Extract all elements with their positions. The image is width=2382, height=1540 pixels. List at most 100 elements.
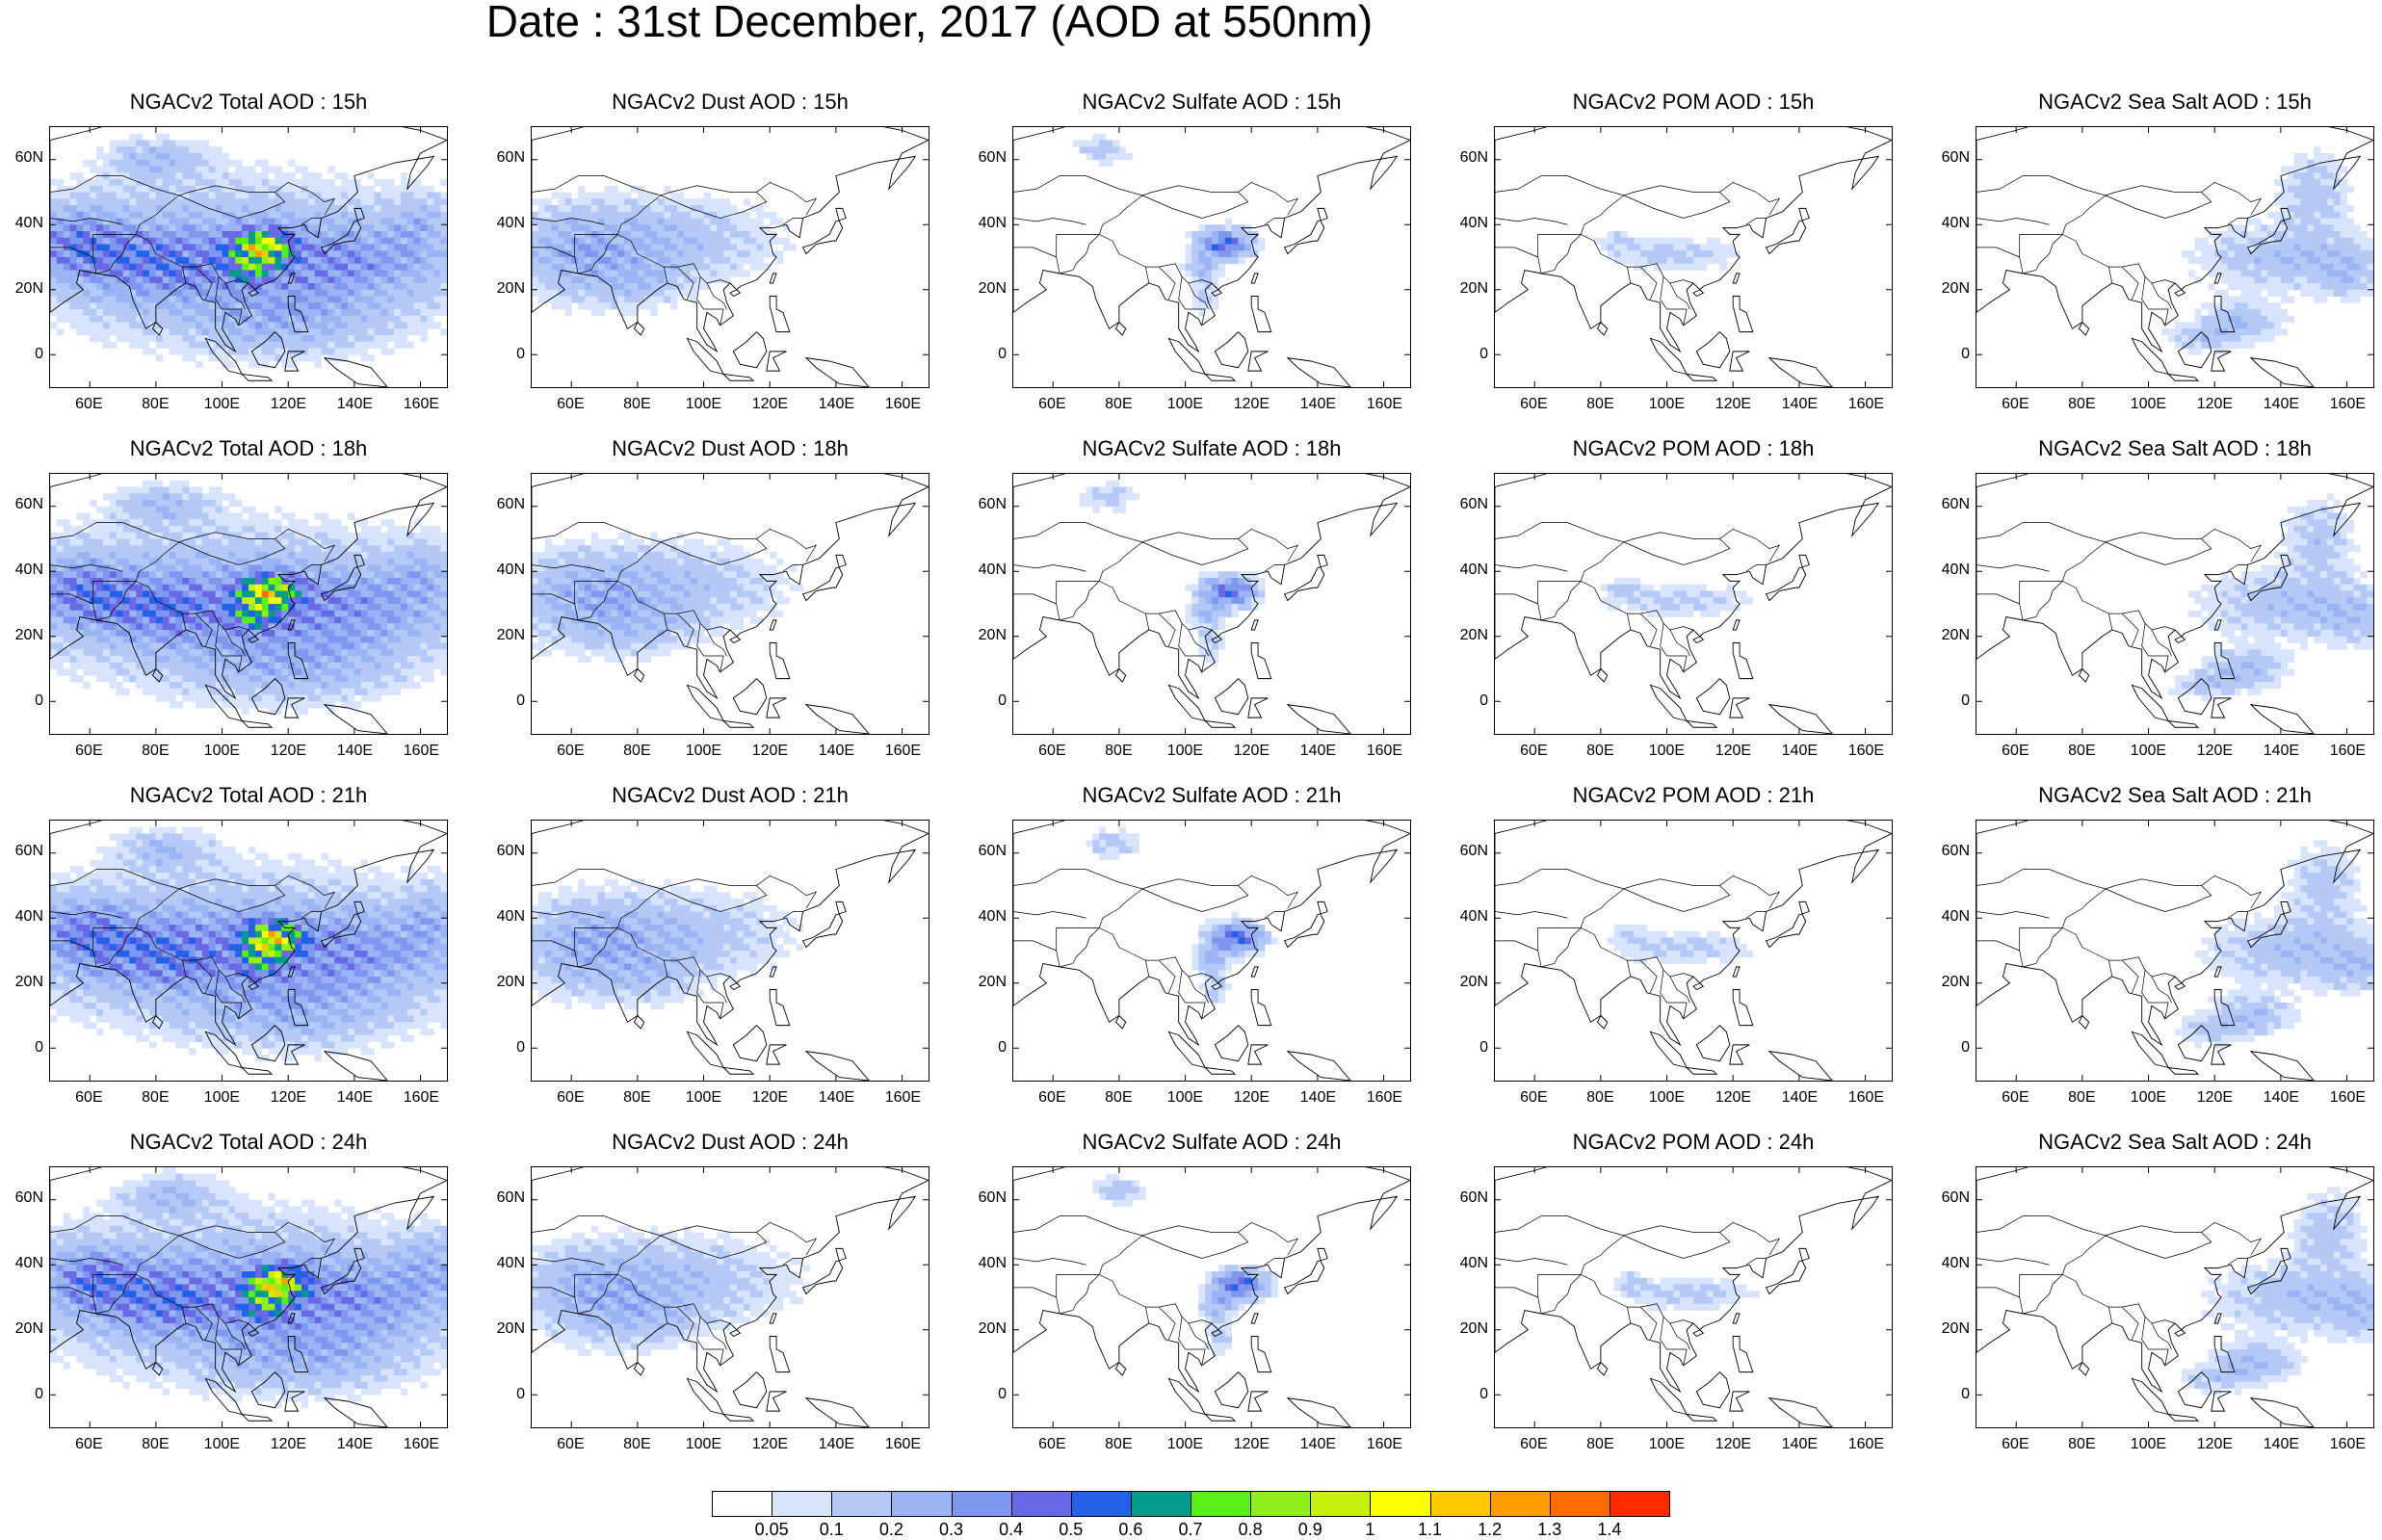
aod-cell xyxy=(175,578,182,585)
aod-cell xyxy=(202,585,209,591)
aod-cell xyxy=(1707,245,1714,251)
x-tick-label: 140E xyxy=(2257,396,2305,413)
aod-cell xyxy=(571,283,578,290)
aod-cell xyxy=(380,617,387,624)
aod-cell xyxy=(50,559,57,565)
aod-cell xyxy=(334,611,341,617)
aod-cell xyxy=(348,559,354,565)
aod-cell xyxy=(182,663,189,669)
aod-cell xyxy=(677,264,684,271)
aod-cell xyxy=(315,179,322,186)
aod-cell xyxy=(110,186,117,193)
aod-cell xyxy=(380,264,387,271)
aod-cell xyxy=(433,297,440,303)
aod-cell xyxy=(2288,283,2294,290)
aod-cell xyxy=(70,238,77,245)
aod-cell xyxy=(2228,335,2235,342)
aod-cell xyxy=(374,276,380,283)
aod-cell xyxy=(401,630,407,637)
aod-cell xyxy=(644,264,651,271)
aod-cell xyxy=(433,526,440,533)
x-tick-label: 160E xyxy=(397,396,445,413)
aod-cell xyxy=(57,559,64,565)
aod-cell xyxy=(322,193,328,199)
aod-cell xyxy=(90,160,96,167)
aod-cell xyxy=(57,316,64,323)
aod-cell xyxy=(90,669,96,676)
country-border xyxy=(2023,234,2062,274)
aod-cell xyxy=(1198,302,1205,309)
aod-cell xyxy=(322,585,328,591)
aod-cell xyxy=(301,689,308,695)
aod-cell xyxy=(249,611,255,617)
aod-cell xyxy=(1634,238,1640,245)
aod-cell xyxy=(440,585,447,591)
aod-cell xyxy=(70,585,77,591)
aod-cell xyxy=(163,578,170,585)
aod-cell xyxy=(334,198,341,205)
aod-cell xyxy=(96,328,103,335)
aod-cell xyxy=(149,276,156,283)
aod-cell xyxy=(129,571,136,578)
aod-cell xyxy=(103,245,110,251)
aod-cell xyxy=(96,545,103,552)
aod-cell xyxy=(380,205,387,212)
aod-cell xyxy=(374,533,380,539)
aod-cell xyxy=(143,153,149,160)
aod-cell xyxy=(578,302,585,309)
aod-cell xyxy=(228,649,235,656)
aod-cell xyxy=(288,160,295,167)
aod-cell xyxy=(262,513,269,520)
aod-cell xyxy=(262,198,269,205)
aod-cell xyxy=(117,302,123,309)
aod-cell xyxy=(281,552,288,559)
aod-cell xyxy=(368,533,375,539)
aod-cell xyxy=(1191,238,1198,245)
aod-cell xyxy=(182,552,189,559)
aod-cell xyxy=(143,481,149,487)
aod-cell xyxy=(196,604,202,611)
aod-cell xyxy=(83,316,90,323)
aod-cell xyxy=(2175,335,2182,342)
aod-cell xyxy=(275,309,281,316)
aod-cell xyxy=(677,276,684,283)
aod-cell xyxy=(222,493,229,500)
aod-cell xyxy=(57,238,64,245)
aod-cell xyxy=(354,245,361,251)
aod-cell xyxy=(380,591,387,598)
aod-cell xyxy=(776,238,783,245)
aod-cell xyxy=(2267,335,2274,342)
aod-cell xyxy=(196,361,202,368)
aod-cell xyxy=(143,539,149,546)
aod-cell xyxy=(427,578,433,585)
aod-cell xyxy=(57,257,64,264)
aod-cell xyxy=(704,250,711,257)
aod-cell xyxy=(691,238,697,245)
aod-cell xyxy=(348,565,354,572)
aod-cell xyxy=(123,533,130,539)
aod-cell xyxy=(129,257,136,264)
aod-cell xyxy=(163,153,170,160)
aod-cell xyxy=(235,354,242,361)
aod-cell xyxy=(361,283,368,290)
aod-cell xyxy=(202,219,209,225)
aod-cell xyxy=(545,276,552,283)
aod-cell xyxy=(222,224,229,231)
y-tick-label: 20N xyxy=(486,280,525,298)
aod-cell xyxy=(117,682,123,689)
aod-cell xyxy=(440,205,447,212)
aod-cell xyxy=(90,630,96,637)
aod-cell xyxy=(1601,245,1608,251)
aod-cell xyxy=(57,328,64,335)
aod-cell xyxy=(440,297,447,303)
aod-cell xyxy=(2307,290,2314,297)
aod-cell xyxy=(387,545,394,552)
aod-cell xyxy=(64,656,70,663)
aod-cell xyxy=(170,500,176,507)
aod-cell xyxy=(76,552,83,559)
aod-cell xyxy=(163,617,170,624)
aod-cell xyxy=(717,205,723,212)
aod-cell xyxy=(407,552,414,559)
aod-cell xyxy=(83,656,90,663)
aod-cell xyxy=(2248,342,2255,349)
